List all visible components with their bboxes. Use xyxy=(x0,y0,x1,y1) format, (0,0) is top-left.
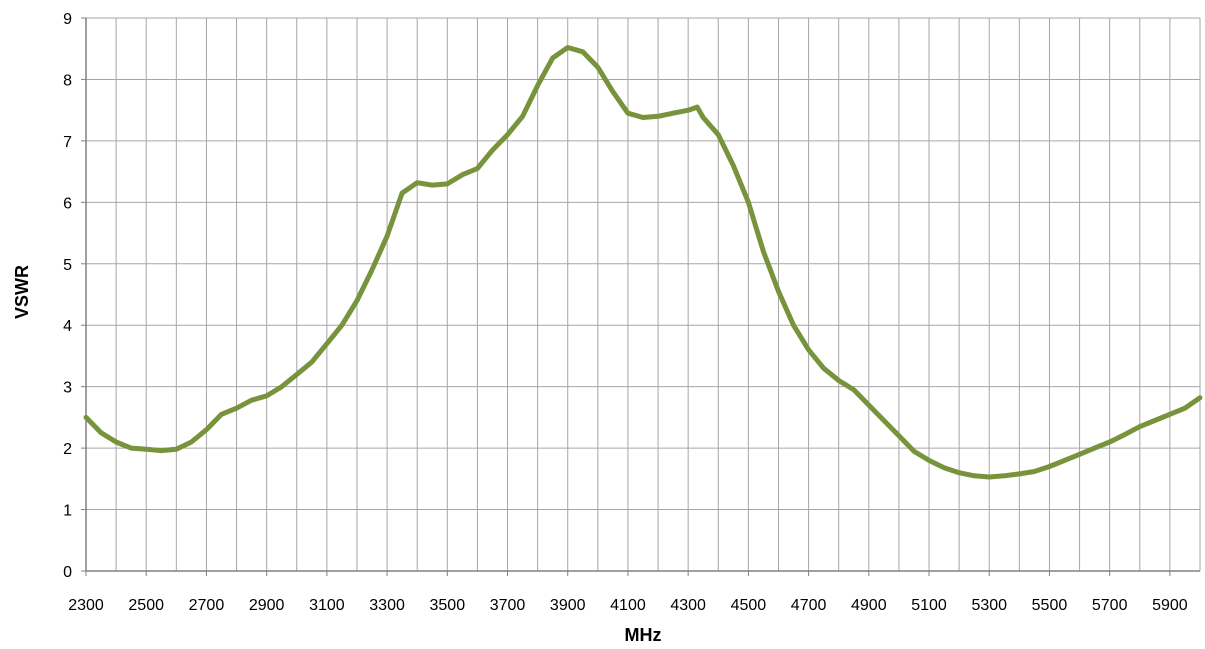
x-tick-label: 5700 xyxy=(1092,597,1128,614)
y-tick-label: 9 xyxy=(63,11,72,28)
x-tick-label: 3300 xyxy=(369,597,405,614)
x-tick-label: 4900 xyxy=(851,597,887,614)
series xyxy=(83,45,1203,480)
y-tick-labels: 0 1 2 3 4 5 6 7 8 9 xyxy=(63,11,72,581)
x-tick-label: 4500 xyxy=(731,597,767,614)
vswr-series-line xyxy=(83,45,1203,480)
x-tick-label: 5500 xyxy=(1032,597,1068,614)
y-tick-label: 5 xyxy=(63,257,72,274)
axes xyxy=(81,17,1200,576)
x-tick-label: 4700 xyxy=(791,597,827,614)
x-axis-title: MHz xyxy=(625,625,662,645)
x-tick-label: 5900 xyxy=(1152,597,1188,614)
x-tick-label: 5100 xyxy=(911,597,947,614)
x-tick-label: 2300 xyxy=(68,597,104,614)
y-tick-label: 1 xyxy=(63,503,72,520)
x-tick-labels: 2300 2500 2700 2900 3100 3300 3500 3700 3900 4100… xyxy=(68,597,1188,614)
x-tick-label: 3500 xyxy=(430,597,466,614)
x-tick-label: 3900 xyxy=(550,597,586,614)
x-tick-label: 2700 xyxy=(189,597,225,614)
y-tick-label: 7 xyxy=(63,134,72,151)
y-tick-label: 6 xyxy=(63,195,72,212)
x-tick-label: 5300 xyxy=(971,597,1007,614)
x-tick-label: 2900 xyxy=(249,597,285,614)
x-tick-label: 3700 xyxy=(490,597,526,614)
x-tick-label: 2500 xyxy=(128,597,164,614)
x-tick-label: 4300 xyxy=(670,597,706,614)
y-tick-label: 4 xyxy=(63,318,72,335)
y-tick-label: 2 xyxy=(63,441,72,458)
y-tick-label: 3 xyxy=(63,380,72,397)
y-tick-label: 8 xyxy=(63,72,72,89)
y-tick-label: 0 xyxy=(63,564,72,581)
x-tick-label: 3100 xyxy=(309,597,345,614)
x-tick-label: 4100 xyxy=(610,597,646,614)
y-axis-title: VSWR xyxy=(12,265,32,319)
grid xyxy=(86,17,1201,571)
